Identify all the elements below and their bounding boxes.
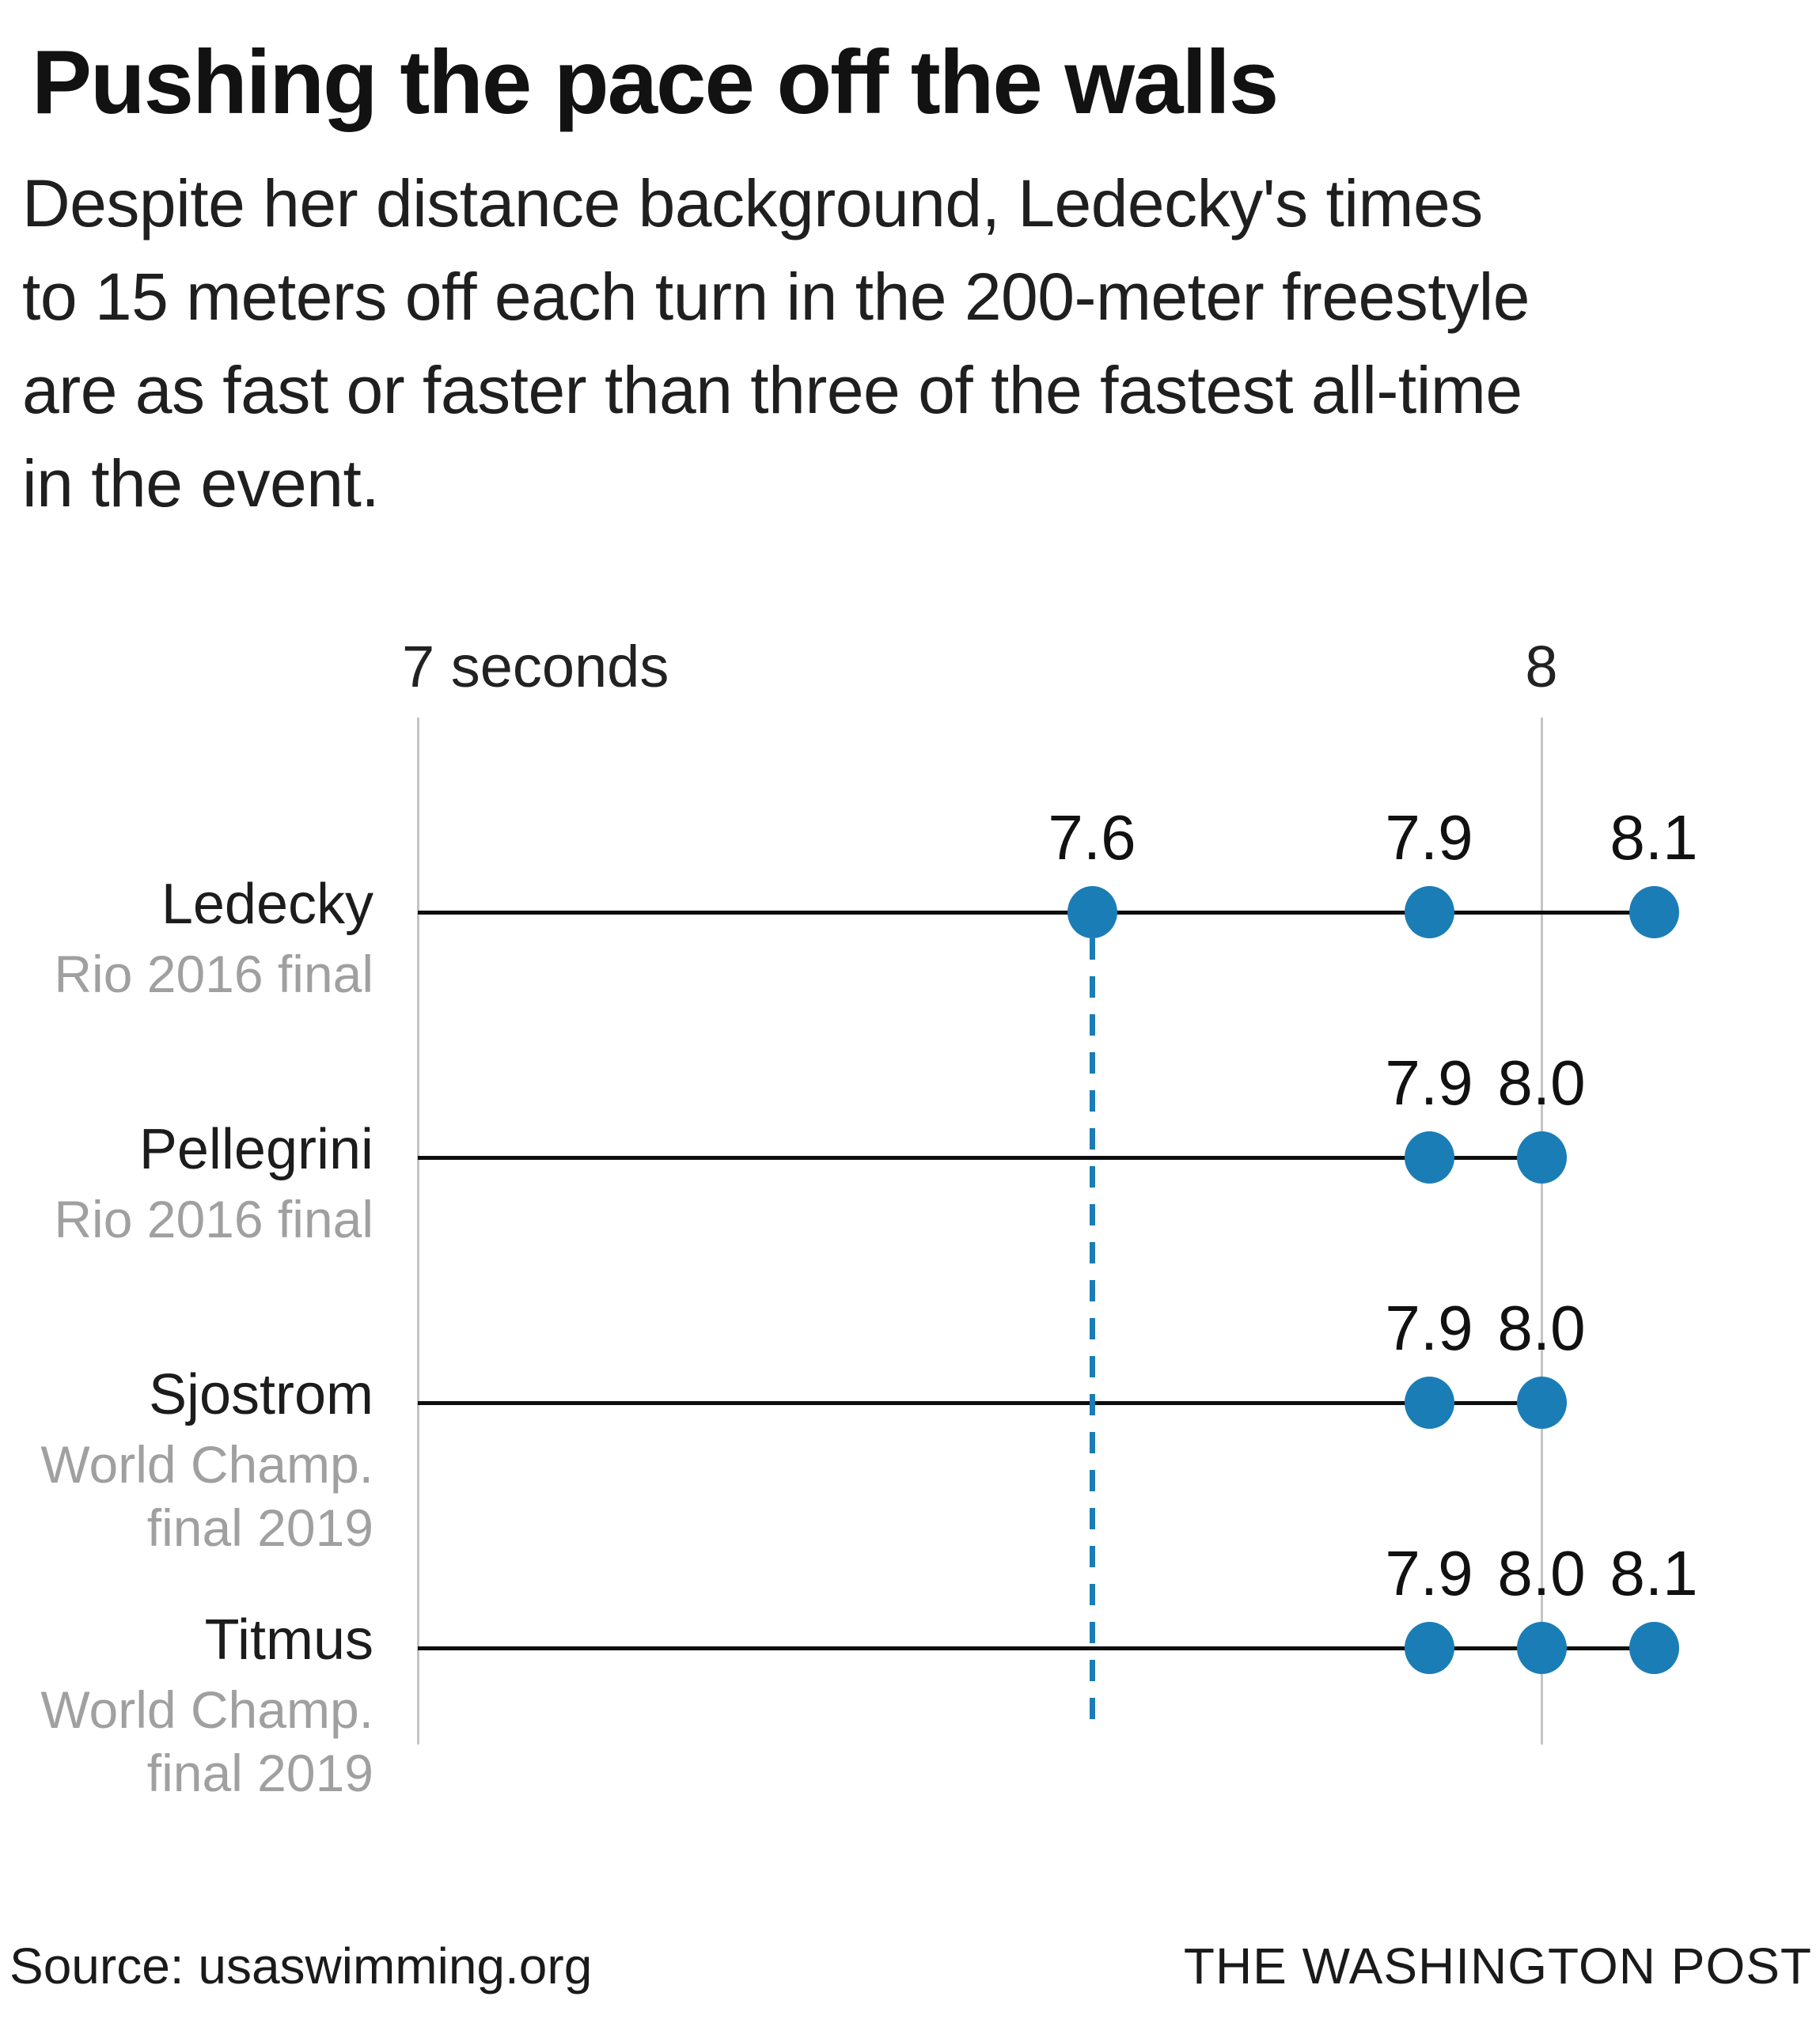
data-point-dot	[1516, 1622, 1567, 1674]
row-sublabel-line: World Champ.	[40, 1680, 373, 1739]
subtitle-line: are as fast or faster than three of the …	[22, 353, 1522, 427]
data-point-label: 8.1	[1610, 802, 1698, 873]
data-point-dot	[1404, 1622, 1454, 1674]
row-label: Ledecky	[161, 873, 373, 936]
data-point-label: 7.9	[1385, 1538, 1473, 1608]
subtitle-line: in the event.	[22, 446, 380, 521]
row-sublabel-line: World Champ.	[40, 1435, 373, 1494]
data-point-label: 7.6	[1048, 802, 1136, 873]
row-sublabel: World Champ. final 2019	[0, 1433, 373, 1559]
data-point-label: 8.1	[1610, 1538, 1698, 1608]
data-point-dot	[1404, 1131, 1454, 1184]
row-line	[418, 910, 1654, 915]
chart-subtitle: Despite her distance background, Ledecky…	[22, 157, 1530, 530]
row-label: Pellegrini	[138, 1118, 373, 1181]
axis-gridline	[416, 718, 419, 1744]
row-sublabel-line: Rio 2016 final	[54, 1190, 373, 1248]
data-point-dot	[1629, 886, 1679, 938]
axis-tick-label: 7 seconds	[402, 634, 669, 699]
row-label: Titmus	[204, 1608, 373, 1672]
footer: Source: usaswimming.org THE WASHINGTON P…	[9, 1937, 1812, 1995]
row-label: Sjostrom	[148, 1363, 373, 1426]
source-note: Source: usaswimming.org	[9, 1938, 593, 1994]
data-point-label: 7.9	[1385, 1047, 1473, 1118]
data-point-dot	[1404, 886, 1454, 938]
row-sublabel: Rio 2016 final	[0, 1188, 373, 1251]
axis-gridline	[1540, 718, 1543, 1744]
data-point-label: 7.9	[1385, 1293, 1473, 1363]
data-point-dot	[1629, 1622, 1679, 1674]
page-title: Pushing the pace off the walls	[32, 32, 1279, 133]
data-point-label: 8.0	[1497, 1293, 1586, 1363]
row-sublabel-line: final 2019	[146, 1744, 373, 1802]
row-sublabel-line: Rio 2016 final	[54, 945, 373, 1003]
row-sublabel: Rio 2016 final	[0, 942, 373, 1006]
publisher-credit: THE WASHINGTON POST	[1183, 1938, 1812, 1994]
reference-dashed-line	[1089, 938, 1095, 1733]
row-sublabel: World Champ. final 2019	[0, 1678, 373, 1805]
data-point-label: 8.0	[1497, 1047, 1586, 1118]
row-sublabel-line: final 2019	[146, 1498, 373, 1557]
subtitle-line: to 15 meters off each turn in the 200-me…	[22, 259, 1530, 334]
data-point-dot	[1404, 1377, 1454, 1429]
axis-tick-label: 8	[1525, 634, 1558, 699]
data-point-dot	[1516, 1131, 1567, 1184]
row-line	[418, 1646, 1654, 1650]
row-line	[418, 1155, 1541, 1160]
data-point-label: 8.0	[1497, 1538, 1586, 1608]
row-line	[418, 1400, 1541, 1405]
subtitle-line: Despite her distance background, Ledecky…	[22, 166, 1483, 241]
data-point-label: 7.9	[1385, 802, 1473, 873]
data-point-dot	[1516, 1377, 1567, 1429]
data-point-dot	[1067, 886, 1117, 938]
